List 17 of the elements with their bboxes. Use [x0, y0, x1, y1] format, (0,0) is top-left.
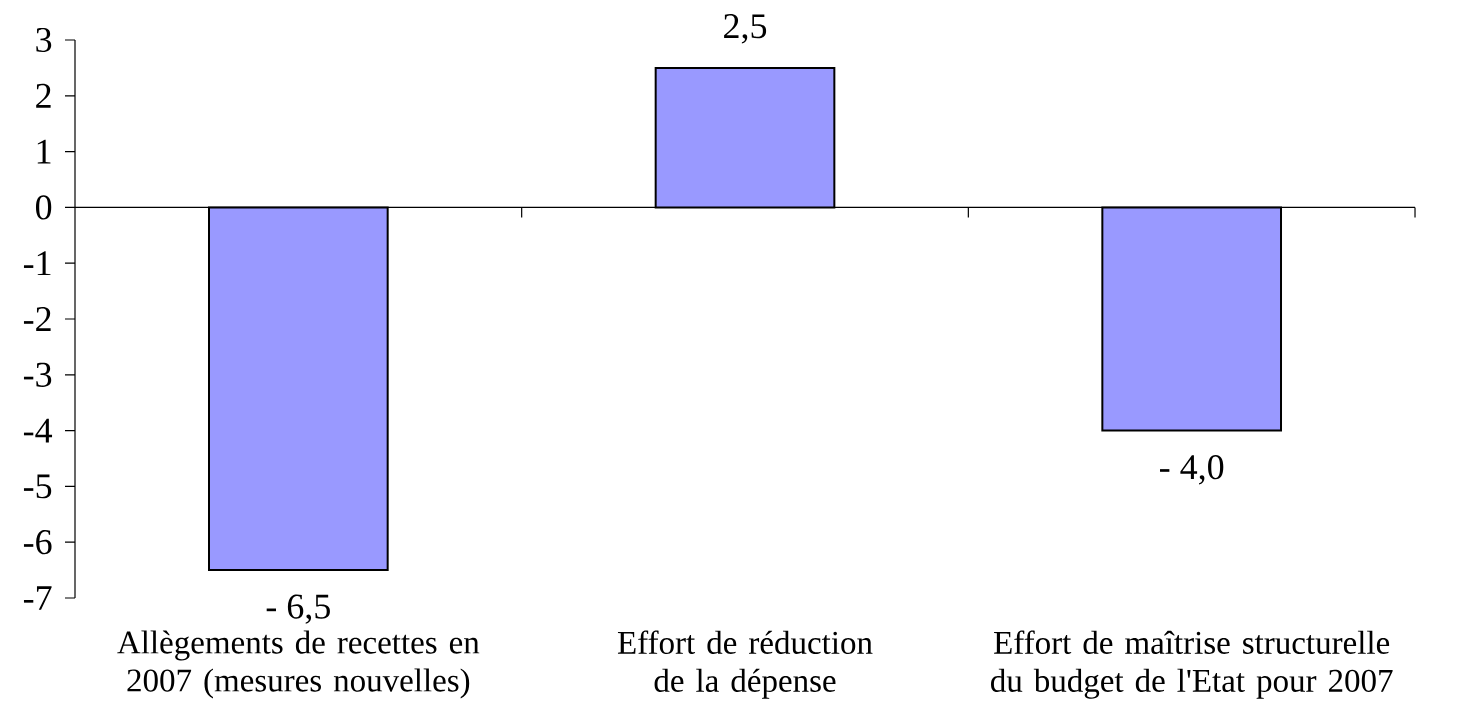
data-label: - 4,0: [1160, 455, 1224, 485]
y-tick-label: -2: [23, 307, 51, 331]
y-tick-label: 0: [35, 195, 52, 220]
y-tick-label: 1: [37, 139, 51, 164]
y-tick-label: -3: [23, 362, 52, 387]
y-tick-label: -1: [23, 251, 51, 276]
y-tick-label: -6: [23, 530, 52, 555]
x-tick-label: Effort de maîtrise structurelle du budget de l'Etat pour 2007: [991, 630, 1393, 699]
x-tick-label: Allègements de recettes en 2007 (mesures nouvelles): [117, 630, 480, 699]
x-tick-label: Effort de réduction de la dépense: [617, 630, 873, 699]
y-tick-label: -7: [23, 586, 52, 610]
y-tick-label: -5: [23, 474, 52, 499]
data-label: 2,5: [724, 14, 767, 44]
y-tick-label: -4: [23, 418, 53, 443]
y-tick-label: 2: [36, 83, 51, 108]
y-tick-label: 3: [36, 27, 52, 53]
data-label: - 6,5: [266, 594, 330, 624]
